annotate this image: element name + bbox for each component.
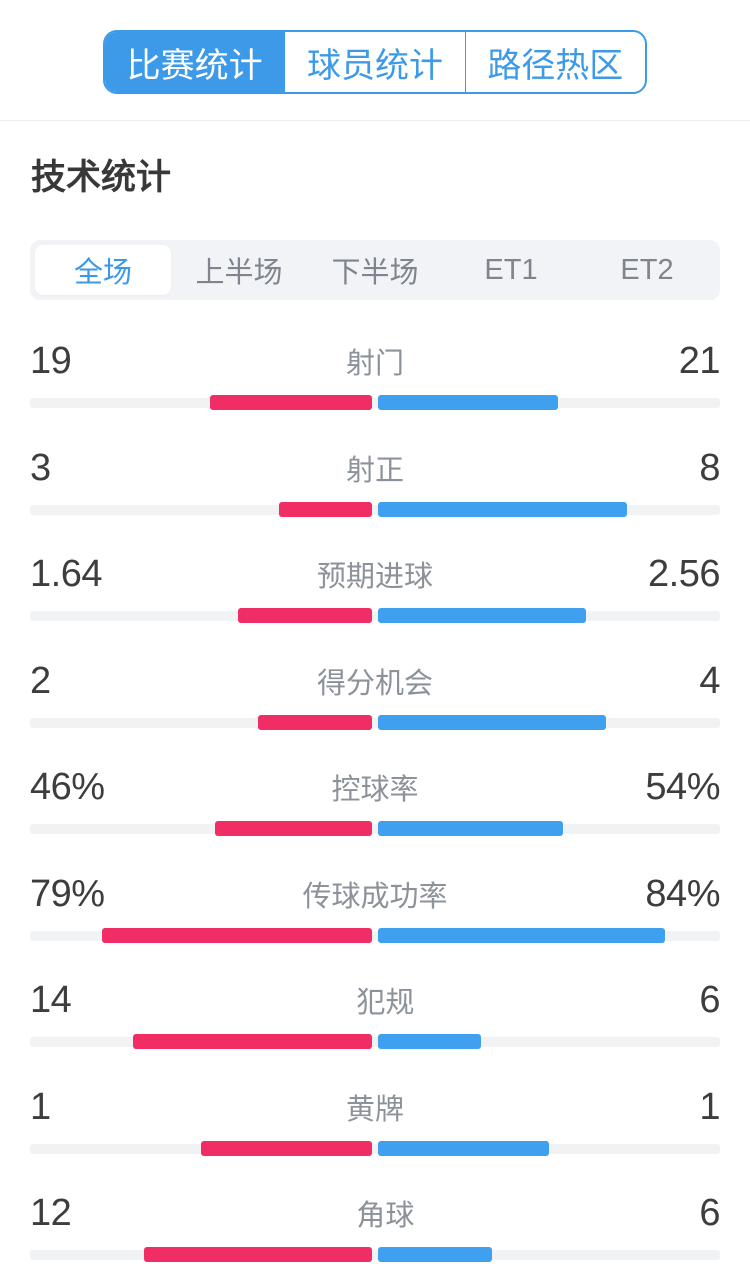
period-tab-et2[interactable]: ET2: [620, 253, 674, 286]
home-value: 1: [30, 1085, 51, 1128]
stat-label: 预期进球: [316, 561, 433, 593]
bar-track: [30, 1037, 720, 1047]
away-bar: [378, 1140, 549, 1156]
stat-bar: [30, 714, 720, 731]
stat-bar: [30, 821, 720, 837]
home-value: 14: [30, 979, 72, 1021]
stat-label: 角球: [356, 1200, 415, 1232]
stat-row-shots: 19 射门 21: [0, 308, 750, 415]
bar-track: [30, 504, 720, 515]
match-section-tabs: 比赛统计 球员统计 路径热区: [103, 30, 647, 94]
away-bar: [378, 1034, 481, 1049]
away-value: 84%: [645, 872, 720, 915]
home-value: 46%: [30, 766, 105, 808]
stat-row-shots-on-target: 3 射正 8: [0, 415, 750, 522]
stat-bar: [30, 1247, 720, 1263]
away-bar: [378, 927, 665, 943]
bar-track: [30, 398, 720, 408]
home-value: 19: [30, 340, 72, 382]
stat-label: 黄牌: [345, 1093, 404, 1126]
away-bar: [378, 1247, 492, 1262]
stat-label: 犯规: [356, 987, 415, 1019]
home-bar: [238, 608, 372, 623]
home-bar: [102, 927, 372, 943]
stat-bar: [30, 608, 720, 624]
stat-row-fouls: 14 犯规 6: [0, 947, 750, 1054]
stat-row-corners: 12 角球 6: [0, 1160, 750, 1267]
home-bar: [215, 821, 372, 836]
stat-row-possession: 46% 控球率 54%: [0, 734, 750, 841]
away-bar: [378, 821, 563, 836]
away-value: 21: [678, 340, 721, 382]
page-title: 技术统计: [31, 158, 172, 197]
stat-label: 射正: [345, 454, 404, 487]
period-tab-first-half[interactable]: 上半场: [195, 257, 283, 289]
bar-track: [30, 611, 720, 621]
stat-label: 控球率: [331, 774, 419, 806]
home-value: 1.64: [30, 553, 102, 595]
stat-label: 传球成功率: [302, 880, 448, 913]
away-value: 54%: [645, 766, 720, 808]
stats-list: 19 射门 21 3 射正 8 1.64 预期进球 2.56: [0, 308, 750, 1267]
stat-row-big-chances: 2 得分机会 4: [0, 628, 750, 735]
stat-bar: [30, 1140, 720, 1157]
stat-row-expected-goals: 1.64 预期进球 2.56: [0, 521, 750, 628]
away-value: 2.56: [648, 553, 720, 595]
away-value: 1: [699, 1085, 720, 1128]
home-bar: [210, 395, 372, 410]
period-tab-et1[interactable]: ET1: [484, 253, 538, 286]
away-value: 4: [699, 659, 720, 702]
home-bar: [133, 1034, 372, 1049]
bar-track: [30, 1143, 720, 1154]
bar-track: [30, 824, 720, 834]
bar-track: [30, 717, 720, 728]
stat-row-yellow-cards: 1 黄牌 1: [0, 1054, 750, 1161]
tab-player-stats[interactable]: 球员统计: [284, 32, 464, 92]
away-bar: [378, 501, 627, 517]
home-bar: [201, 1140, 372, 1156]
stat-label: 得分机会: [316, 667, 433, 700]
away-value: 6: [699, 979, 720, 1021]
bar-track: [30, 1250, 720, 1260]
bar-track: [30, 930, 720, 941]
header-divider: [0, 120, 750, 121]
stat-bar: [30, 927, 720, 944]
away-bar: [378, 714, 606, 730]
period-tab-second-half[interactable]: 下半场: [331, 257, 419, 289]
home-value: 12: [30, 1192, 72, 1234]
stat-bar: [30, 1034, 720, 1050]
home-value: 2: [30, 659, 51, 702]
tab-match-stats[interactable]: 比赛统计: [105, 32, 285, 92]
period-tabs: 全场 上半场 下半场 ET1 ET2: [30, 240, 720, 300]
away-bar: [378, 395, 558, 410]
stat-bar: [30, 501, 720, 518]
home-value: 3: [30, 446, 51, 489]
period-tab-full[interactable]: 全场: [35, 245, 171, 295]
tab-heatmap[interactable]: 路径热区: [464, 32, 645, 92]
away-value: 6: [699, 1192, 720, 1234]
away-bar: [378, 608, 586, 623]
home-bar: [144, 1247, 372, 1262]
stat-label: 射门: [345, 348, 404, 380]
home-bar: [258, 714, 372, 730]
stat-row-pass-accuracy: 79% 传球成功率 84%: [0, 841, 750, 948]
stat-bar: [30, 395, 720, 411]
home-value: 79%: [30, 872, 105, 915]
away-value: 8: [699, 446, 720, 489]
home-bar: [279, 501, 372, 517]
